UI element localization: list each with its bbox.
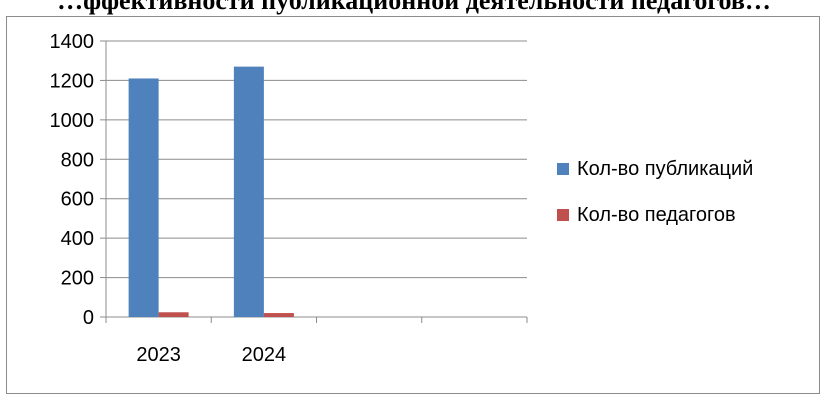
y-tick-label: 400: [61, 228, 94, 250]
x-tick-label: 2024: [242, 344, 287, 366]
chart-title: …ффективности публикационной деятельност…: [57, 0, 771, 15]
y-tick-label: 800: [61, 149, 94, 171]
y-tick-label: 1000: [50, 110, 95, 132]
legend-label: Кол-во публикаций: [577, 158, 753, 180]
legend-swatch: [557, 209, 569, 221]
y-tick-label: 0: [83, 307, 94, 329]
x-tick-label: 2023: [136, 344, 181, 366]
bar-publications-2024: [233, 66, 264, 317]
legend-label: Кол-во педагогов: [577, 204, 736, 226]
bar-chart: 0 200 400 600 800 1000 1200 1400 2023 2024 Кол-во …: [50, 31, 754, 366]
y-tick-label: 1200: [50, 70, 95, 92]
y-tick-label: 200: [61, 268, 94, 290]
y-tick-label: 600: [61, 189, 94, 211]
bar-publications-2023: [128, 78, 159, 317]
y-tick-label: 1400: [50, 31, 95, 53]
legend-swatch: [557, 163, 569, 175]
bar-teachers-2024: [263, 313, 294, 317]
bar-teachers-2023: [158, 312, 189, 317]
